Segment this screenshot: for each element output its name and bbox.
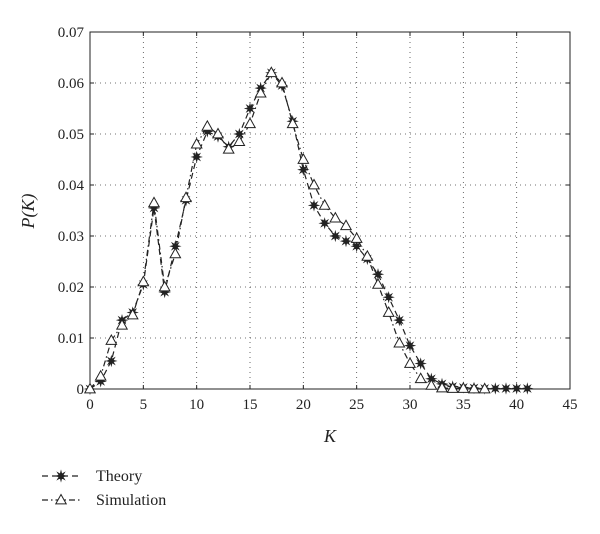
point-simulation bbox=[297, 152, 310, 164]
point-simulation bbox=[318, 198, 331, 210]
point-simulation bbox=[286, 117, 299, 129]
point-simulation bbox=[414, 372, 427, 384]
legend-entry-simulation: Simulation bbox=[42, 492, 166, 509]
point-simulation bbox=[467, 382, 481, 394]
point-simulation bbox=[105, 334, 118, 345]
point-theory bbox=[489, 382, 502, 395]
point-simulation bbox=[243, 117, 257, 129]
y-tick-label: 0.01 bbox=[58, 331, 84, 347]
legend-marker-theory bbox=[54, 469, 68, 483]
point-simulation bbox=[115, 318, 129, 330]
x-tick-label: 30 bbox=[403, 397, 418, 413]
point-simulation bbox=[147, 196, 161, 208]
point-simulation bbox=[158, 280, 171, 292]
point-simulation bbox=[222, 142, 235, 154]
x-tick-label: 0 bbox=[86, 397, 94, 413]
point-simulation bbox=[254, 86, 267, 98]
point-simulation bbox=[307, 178, 321, 190]
point-theory bbox=[339, 234, 353, 248]
y-tick-label: 0.02 bbox=[58, 280, 84, 296]
point-simulation bbox=[169, 247, 182, 259]
x-tick-label: 20 bbox=[296, 397, 311, 413]
point-theory bbox=[382, 291, 395, 304]
y-tick-label: 0.05 bbox=[58, 127, 84, 143]
series-simulation bbox=[83, 66, 491, 394]
y-tick-label: 0.04 bbox=[58, 178, 85, 194]
x-axis: 0 5 10 15 20 25 30 35 40 45 bbox=[86, 32, 578, 413]
point-simulation bbox=[94, 369, 107, 381]
point-simulation bbox=[126, 308, 139, 320]
point-theory bbox=[105, 354, 118, 368]
legend-label-theory: Theory bbox=[96, 468, 142, 485]
y-axis-label: P(K) bbox=[18, 194, 39, 230]
point-theory bbox=[393, 313, 406, 327]
legend-entry-theory: Theory bbox=[42, 468, 142, 485]
point-simulation bbox=[329, 211, 342, 223]
point-theory bbox=[499, 382, 513, 395]
point-simulation bbox=[211, 127, 225, 139]
point-theory bbox=[243, 102, 257, 115]
series-layer bbox=[83, 66, 534, 396]
y-tick-label: 0.03 bbox=[58, 229, 84, 245]
point-theory bbox=[414, 357, 427, 370]
point-theory bbox=[403, 339, 417, 352]
x-tick-label: 5 bbox=[140, 397, 148, 413]
point-simulation bbox=[457, 381, 470, 393]
legend-label-simulation: Simulation bbox=[96, 492, 166, 509]
x-tick-label: 25 bbox=[349, 397, 364, 413]
point-theory bbox=[521, 382, 534, 395]
point-simulation bbox=[403, 356, 417, 368]
point-simulation bbox=[393, 336, 406, 348]
y-axis: 0 0.01 0.02 0.03 0.04 0.05 0.06 0.07 bbox=[58, 25, 570, 398]
point-simulation bbox=[83, 382, 97, 394]
x-axis-label: K bbox=[323, 426, 337, 446]
point-theory bbox=[297, 163, 310, 176]
point-simulation bbox=[137, 275, 150, 287]
point-simulation bbox=[446, 381, 459, 393]
point-simulation bbox=[350, 232, 363, 243]
x-tick-label: 10 bbox=[189, 397, 204, 413]
legend: Theory Simulation bbox=[42, 468, 166, 509]
legend-marker-simulation bbox=[54, 493, 68, 505]
x-tick-label: 35 bbox=[456, 397, 471, 413]
y-tick-label: 0 bbox=[77, 382, 85, 398]
point-simulation bbox=[190, 137, 203, 149]
point-simulation bbox=[179, 191, 193, 203]
point-simulation bbox=[201, 119, 214, 131]
point-simulation bbox=[478, 382, 491, 394]
point-simulation bbox=[265, 66, 278, 78]
point-simulation bbox=[233, 135, 246, 146]
x-tick-label: 15 bbox=[243, 397, 258, 413]
plot-frame bbox=[89, 31, 571, 390]
x-tick-label: 45 bbox=[563, 397, 578, 413]
plot-area bbox=[90, 32, 570, 389]
point-simulation bbox=[361, 249, 374, 261]
point-theory bbox=[307, 199, 321, 212]
point-simulation bbox=[425, 378, 438, 390]
y-tick-label: 0.06 bbox=[58, 76, 85, 92]
point-simulation bbox=[275, 76, 289, 88]
point-simulation bbox=[435, 381, 449, 393]
point-simulation bbox=[382, 305, 395, 317]
point-theory bbox=[318, 217, 331, 230]
point-theory bbox=[329, 229, 342, 243]
point-simulation bbox=[371, 277, 385, 289]
point-theory bbox=[510, 382, 523, 395]
point-simulation bbox=[339, 219, 353, 231]
y-tick-label: 0.07 bbox=[58, 25, 85, 41]
x-tick-label: 40 bbox=[509, 397, 524, 413]
point-theory bbox=[190, 150, 203, 164]
